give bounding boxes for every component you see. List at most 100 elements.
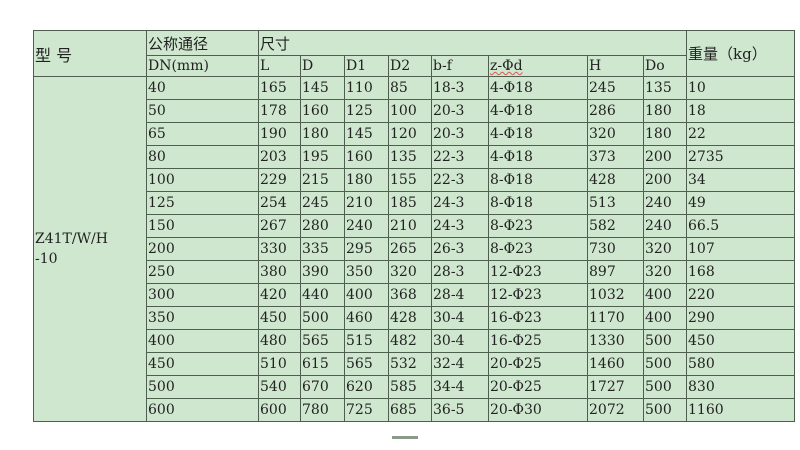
- table-cell: 4-Φ18: [488, 145, 588, 169]
- valve-dimensions-table: 型 号 公称通径 尺寸 重量（kg） DN(mm) L D D1 D2 b-f z-Φd H…: [33, 30, 795, 422]
- table-cell: 240: [643, 214, 687, 238]
- table-row: 125 254 245 210 185 24-3 8-Φ18 513 240 49: [34, 191, 795, 215]
- table-cell: 10: [686, 76, 795, 100]
- table-cell: 24-3: [431, 214, 489, 238]
- table-cell: 420: [258, 283, 301, 307]
- table-cell: 178: [258, 99, 301, 123]
- table-cell: 200: [146, 237, 259, 261]
- table-cell: 80: [146, 145, 259, 169]
- table-cell: 20-Φ30: [488, 398, 588, 422]
- table-cell: 200: [643, 168, 687, 192]
- table-cell: 168: [686, 260, 795, 284]
- table-cell: 40: [146, 76, 259, 100]
- header-col-do: Do: [643, 55, 687, 77]
- table-cell: 2735: [686, 145, 795, 169]
- table-cell: 49: [686, 191, 795, 215]
- model-line-1: Z41T/W/H: [35, 231, 108, 247]
- table-row: 600 600 780 725 685 36-5 20-Φ30 2072 500 1160: [34, 398, 795, 422]
- table-cell: 897: [587, 260, 644, 284]
- table-cell: 320: [643, 237, 687, 261]
- table-cell: 28-4: [431, 283, 489, 307]
- table-cell: 22: [686, 122, 795, 146]
- table-row: 450 510 615 565 532 32-4 20-Φ25 1460 500 580: [34, 352, 795, 376]
- table-cell: 350: [146, 306, 259, 330]
- table-cell: 320: [643, 260, 687, 284]
- table-cell: 250: [146, 260, 259, 284]
- table-cell: 450: [146, 352, 259, 376]
- table-cell: 8-Φ18: [488, 191, 588, 215]
- table-cell: 295: [344, 237, 389, 261]
- table-cell: 107: [686, 237, 795, 261]
- table-cell: 482: [388, 329, 432, 353]
- table-row: 80 203 195 160 135 22-3 4-Φ18 373 200 2735: [34, 145, 795, 169]
- table-cell: 18: [686, 99, 795, 123]
- table-cell: 1160: [686, 398, 795, 422]
- table-cell: 368: [388, 283, 432, 307]
- table-cell: 50: [146, 99, 259, 123]
- table-cell: 4-Φ18: [488, 122, 588, 146]
- table-cell: 190: [258, 122, 301, 146]
- table-cell: 125: [344, 99, 389, 123]
- table-cell: 582: [587, 214, 644, 238]
- table-cell: 450: [686, 329, 795, 353]
- table-cell: 1170: [587, 306, 644, 330]
- table-cell: 1727: [587, 375, 644, 399]
- table-cell: 18-3: [431, 76, 489, 100]
- table-cell: 185: [388, 191, 432, 215]
- table-cell: 20-3: [431, 99, 489, 123]
- header-dn-unit: DN(mm): [146, 55, 259, 77]
- table-cell: 1032: [587, 283, 644, 307]
- table-cell: 585: [388, 375, 432, 399]
- table-cell: 30-4: [431, 329, 489, 353]
- table-cell: 210: [344, 191, 389, 215]
- table-cell: 180: [344, 168, 389, 192]
- table-cell: 8-Φ18: [488, 168, 588, 192]
- table-cell: 4-Φ18: [488, 76, 588, 100]
- table-cell: 16-Φ23: [488, 306, 588, 330]
- table-cell: 1330: [587, 329, 644, 353]
- table-cell: 65: [146, 122, 259, 146]
- header-col-l: L: [258, 55, 301, 77]
- table-cell: 22-3: [431, 168, 489, 192]
- table-cell: 265: [388, 237, 432, 261]
- table-cell: 229: [258, 168, 301, 192]
- table-cell: 150: [146, 214, 259, 238]
- table-cell: 350: [344, 260, 389, 284]
- table-cell: 480: [258, 329, 301, 353]
- table-cell: 373: [587, 145, 644, 169]
- table-cell: 155: [388, 168, 432, 192]
- table-cell: 400: [643, 283, 687, 307]
- table-resize-handle: [392, 436, 418, 439]
- table-cell: 450: [258, 306, 301, 330]
- table-row: Z41T/W/H -10 40 165 145 110 85 18-3 4-Φ18 245 135 1…: [33, 76, 795, 422]
- table-cell: 513: [587, 191, 644, 215]
- table-cell: 500: [643, 329, 687, 353]
- table-cell: 780: [300, 398, 345, 422]
- table-cell: 280: [300, 214, 345, 238]
- model-cell: Z41T/W/H -10: [33, 76, 147, 422]
- table-cell: 165: [258, 76, 301, 100]
- table-cell: 565: [344, 352, 389, 376]
- header-nominal: 公称通径: [146, 30, 259, 56]
- table-cell: 400: [643, 306, 687, 330]
- header-dimensions: 尺寸: [258, 30, 687, 56]
- table-cell: 320: [587, 122, 644, 146]
- table-cell: 100: [388, 99, 432, 123]
- table-row: 50 178 160 125 100 20-3 4-Φ18 286 180 18: [34, 99, 795, 123]
- table-cell: 600: [146, 398, 259, 422]
- table-cell: 220: [686, 283, 795, 307]
- table-cell: 267: [258, 214, 301, 238]
- table-cell: 500: [643, 398, 687, 422]
- table-cell: 215: [300, 168, 345, 192]
- table-cell: 32-4: [431, 352, 489, 376]
- table-cell: 20-3: [431, 122, 489, 146]
- table-cell: 34-4: [431, 375, 489, 399]
- table-cell: 125: [146, 191, 259, 215]
- table-cell: 85: [388, 76, 432, 100]
- table-cell: 380: [258, 260, 301, 284]
- table-cell: 390: [300, 260, 345, 284]
- table-cell: 8-Φ23: [488, 237, 588, 261]
- table-row: 500 540 670 620 585 34-4 20-Φ25 1727 500 830: [34, 375, 795, 399]
- header-col-b-f: b-f: [431, 55, 489, 77]
- table-cell: 620: [344, 375, 389, 399]
